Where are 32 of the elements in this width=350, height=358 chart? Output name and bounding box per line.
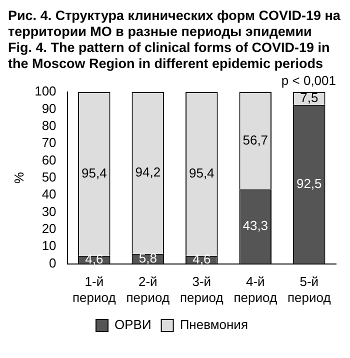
- data-label: 92,5: [296, 176, 322, 191]
- data-label: 95,4: [82, 166, 107, 181]
- x-tick-label: 1-й период: [72, 274, 116, 305]
- legend-label: ОРВИ: [114, 317, 152, 332]
- legend-label: Пневмония: [180, 317, 248, 332]
- y-tick-label: 80: [42, 118, 56, 133]
- data-label: 4,6: [85, 251, 104, 266]
- y-tick-label: 70: [42, 135, 56, 150]
- y-tick-label: 60: [42, 152, 56, 168]
- y-tick-label: 10: [42, 238, 56, 254]
- data-label: 7,5: [300, 90, 318, 106]
- y-tick-label: 0: [49, 255, 56, 270]
- y-tick-label: 40: [42, 186, 56, 202]
- data-label: 56,7: [242, 132, 268, 148]
- data-label: 5,8: [138, 250, 157, 266]
- y-axis-title: %: [11, 172, 26, 184]
- x-tick-label: 4-й период: [234, 274, 278, 305]
- data-label: 95,4: [188, 166, 214, 181]
- data-label: 94,2: [135, 164, 161, 180]
- x-tick-label: 2-й период: [126, 274, 170, 305]
- chart-subtitle: Fig. 4. The pattern of clinical forms of COVID-19 in the Moscow Region in different epidemic periods: [8, 40, 331, 72]
- y-tick-label: 50: [42, 169, 56, 184]
- x-tick-label: 5-й период: [287, 274, 332, 305]
- data-label: 43,3: [242, 218, 268, 234]
- data-label: 4,6: [192, 251, 211, 266]
- x-tick-label: 3-й период: [180, 274, 224, 305]
- y-tick-label: 90: [42, 100, 56, 116]
- y-tick-label: 20: [42, 221, 56, 236]
- text: p < 0,001: [281, 73, 336, 88]
- y-tick-label: 30: [42, 204, 56, 219]
- y-tick-label: 100: [34, 84, 56, 99]
- chart-title: Рис. 4. Структура клинических форм COVID-19 на территории МО в разные периоды эпидемии: [8, 8, 342, 40]
